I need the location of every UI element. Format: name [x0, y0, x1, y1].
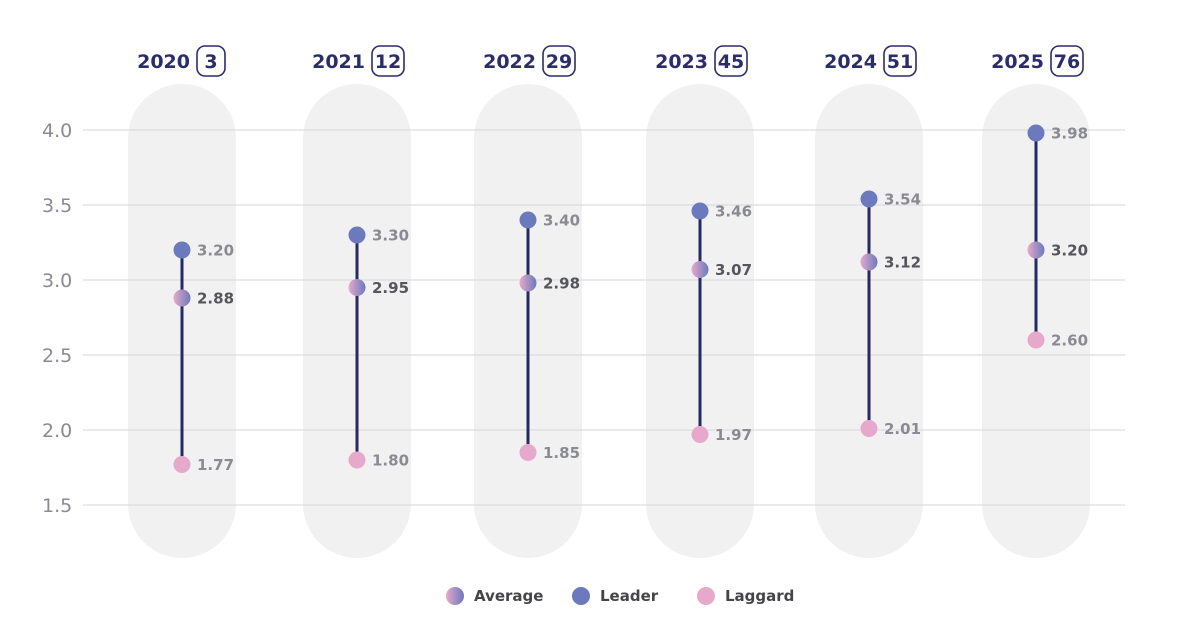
laggard-value-label: 1.97: [715, 426, 752, 444]
average-point: [519, 274, 537, 292]
column-backgrounds: [128, 84, 1090, 558]
range-stems: [180, 133, 1038, 465]
count-box: [542, 45, 576, 77]
count-label: 12: [375, 51, 401, 73]
leader-point: [1027, 124, 1045, 142]
average-value-label: 3.12: [884, 254, 921, 272]
count-label: 29: [546, 51, 572, 73]
y-axis-ticks: 4.0 3.5 3.0 2.5 2.0 1.5: [42, 120, 72, 517]
legend-marker-laggard: [697, 587, 715, 605]
legend-label-leader: Leader: [600, 587, 659, 605]
leader-value-label: 3.20: [197, 242, 234, 260]
legend-marker-leader: [572, 587, 590, 605]
laggard-point: [691, 426, 709, 443]
year-label: 2021: [312, 51, 365, 73]
average-value-label: 2.98: [543, 275, 580, 293]
y-tick-label: 2.5: [42, 345, 72, 367]
laggard-point: [348, 451, 366, 469]
year-label: 2024: [824, 51, 877, 73]
laggard-value-label: 1.85: [543, 444, 580, 462]
count-label: 3: [204, 51, 217, 73]
leader-value-label: 3.46: [715, 203, 752, 221]
leader-point: [691, 202, 709, 220]
average-point: [691, 261, 709, 278]
year-label: 2020: [137, 51, 190, 73]
y-tick-label: 3.0: [42, 270, 72, 292]
year-label: 2023: [655, 51, 708, 73]
count-box: [714, 45, 748, 77]
average-point: [173, 289, 191, 307]
laggard-value-label: 1.80: [372, 452, 409, 470]
legend-marker-average: [446, 587, 464, 605]
average-value-label: 2.95: [372, 279, 409, 297]
legend: Average Leader Laggard: [446, 587, 794, 605]
y-tick-label: 1.5: [42, 495, 72, 517]
count-label: 51: [887, 51, 913, 73]
count-box: [196, 45, 226, 77]
average-point: [860, 253, 878, 271]
laggard-point: [1027, 331, 1045, 349]
laggard-point: [173, 456, 191, 473]
laggard-point: [860, 420, 878, 437]
count-label: 45: [718, 51, 744, 73]
leader-value-label: 3.30: [372, 227, 409, 245]
average-point: [348, 279, 366, 296]
average-value-label: 3.20: [1051, 242, 1088, 260]
year-label: 2022: [483, 51, 536, 73]
gridlines: [83, 129, 1125, 506]
average-point: [1027, 241, 1045, 259]
y-tick-label: 4.0: [42, 120, 72, 142]
data-labels: 1.77 1.80 1.85 1.97 2.01 2.60 2.88 2.95 2.98 3.07…: [197, 125, 1088, 475]
leader-point: [519, 211, 537, 229]
legend-label-average: Average: [474, 587, 543, 605]
leader-point: [860, 190, 878, 208]
data-points: [173, 124, 1045, 473]
laggard-value-label: 2.01: [884, 420, 921, 438]
average-value-label: 3.07: [715, 261, 752, 279]
leader-value-label: 3.40: [543, 212, 580, 230]
laggard-point: [519, 444, 537, 461]
legend-label-laggard: Laggard: [725, 587, 794, 605]
y-tick-label: 2.0: [42, 420, 72, 442]
average-value-label: 2.88: [197, 290, 234, 308]
laggard-value-label: 2.60: [1051, 332, 1088, 350]
leader-point: [173, 241, 191, 259]
laggard-value-label: 1.77: [197, 456, 234, 474]
count-label: 76: [1054, 51, 1080, 73]
leader-value-label: 3.98: [1051, 125, 1088, 143]
count-box: [371, 45, 405, 77]
year-label: 2025: [991, 51, 1044, 73]
leader-point: [348, 226, 366, 244]
y-tick-label: 3.5: [42, 195, 72, 217]
leader-value-label: 3.54: [884, 191, 921, 209]
count-box: [883, 45, 917, 77]
count-box: [1050, 45, 1084, 77]
year-headers: 2020 3 2021 12 2022 29 2023 45 2024 51 2025 76: [137, 45, 1084, 77]
